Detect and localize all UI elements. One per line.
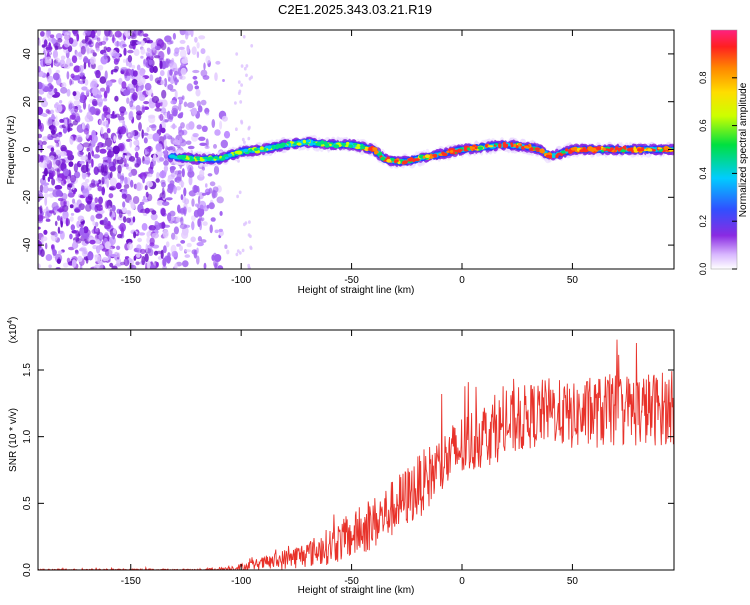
colorbar-tick-label: 0.8 [698,72,708,85]
x-tick-label: -150 [121,275,141,286]
noise-speckles [38,30,254,269]
x-tick-label: 50 [567,576,579,587]
colorbar-tick-label: 0.4 [698,167,708,180]
snr-y-axis: 0.0 0.5 1.0 1.5 [22,363,674,577]
y-tick-label: 0 [22,146,33,152]
snr-x-axis: -150 -100 -50 0 50 [121,330,579,587]
colorbar-axis: 0.0 0.2 0.4 0.6 0.8 [698,29,738,276]
y-tick-label: 0.0 [22,563,33,577]
figure-title: C2E1.2025.343.03.21.R19 [278,2,432,17]
snr-scale-label: (x104) [7,317,19,344]
y-tick-label: 1.0 [22,429,33,443]
signal-peaks [176,139,674,165]
y-tick-label: 1.5 [22,363,33,377]
x-tick-label: 50 [567,275,579,286]
spectrogram-x-axis: -150 -100 -50 0 50 [121,30,579,286]
colorbar-label: Normalized spectral amplitude [738,82,749,217]
colorbar-tick-label: 0.2 [698,215,708,228]
colorbar-gradient [711,30,737,269]
y-tick-label: 0.5 [22,496,33,510]
spectrogram-y-label: Frequency (Hz) [6,116,17,185]
x-tick-label: -100 [231,275,251,286]
spectrogram-y-axis: -40 -20 0 20 40 [22,48,674,252]
snr-y-label: SNR (10 * v/v) [8,408,19,472]
spectrogram-x-label: Height of straight line (km) [298,285,415,296]
colorbar-tick-label: 0.0 [698,263,708,276]
colorbar: 0.0 0.2 0.4 0.6 0.8 Normalized spectral ampl… [698,29,749,276]
x-tick-label: -50 [344,275,359,286]
x-tick-label: 0 [459,576,465,587]
colorbar-tick-label: 0.6 [698,119,708,132]
x-tick-label: -150 [121,576,141,587]
snr-panel: -150 -100 -50 0 50 0.0 0.5 1.0 1.5 Height of st… [7,317,675,596]
x-tick-label: -100 [231,576,251,587]
snr-frame [37,329,675,571]
y-tick-label: 40 [22,48,33,60]
x-tick-label: -50 [344,576,359,587]
spectrogram-panel: -150 -100 -50 0 50 -40 -20 0 20 40 Height of str… [6,29,675,296]
y-tick-label: -20 [22,190,33,205]
y-tick-label: 20 [22,96,33,108]
x-tick-label: 0 [459,275,465,286]
y-tick-label: -40 [22,237,33,252]
snr-x-label: Height of straight line (km) [298,585,415,596]
